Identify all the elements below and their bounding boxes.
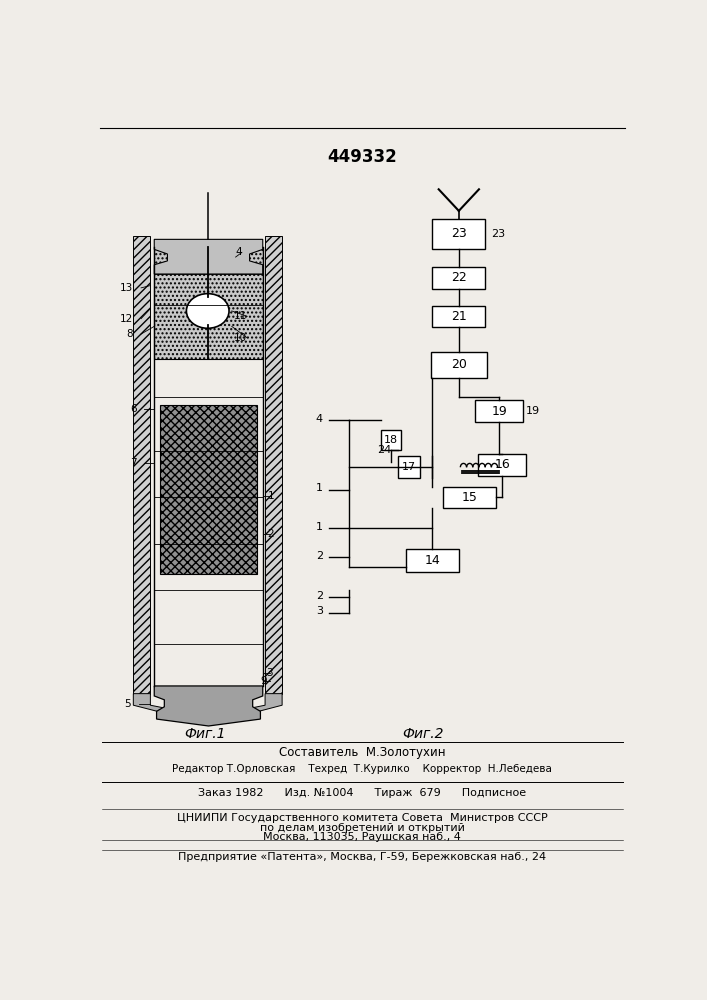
Text: 2: 2 xyxy=(316,551,323,561)
Text: 21: 21 xyxy=(451,310,467,323)
Text: по делам изобретений и открытий: по делам изобретений и открытий xyxy=(259,823,464,833)
Polygon shape xyxy=(433,306,485,327)
Text: 1: 1 xyxy=(316,522,323,532)
Text: 1: 1 xyxy=(316,483,323,493)
Polygon shape xyxy=(398,456,420,478)
Text: 22: 22 xyxy=(451,271,467,284)
Text: Фиг.1: Фиг.1 xyxy=(184,727,226,741)
Polygon shape xyxy=(433,219,485,249)
Text: Предприятие «Патента», Москва, Г-59, Бережковская наб., 24: Предприятие «Патента», Москва, Г-59, Бер… xyxy=(178,852,546,862)
Polygon shape xyxy=(478,454,526,476)
Text: 15: 15 xyxy=(462,491,478,504)
Text: Фиг.2: Фиг.2 xyxy=(402,727,444,741)
Text: 17: 17 xyxy=(402,462,416,472)
Polygon shape xyxy=(154,247,263,359)
Polygon shape xyxy=(406,549,459,572)
Text: 16: 16 xyxy=(494,458,510,471)
Text: 7: 7 xyxy=(130,458,136,468)
Text: 19: 19 xyxy=(526,406,540,416)
Text: 10: 10 xyxy=(234,333,247,343)
Text: 4: 4 xyxy=(315,414,322,424)
Polygon shape xyxy=(134,235,151,694)
Text: 1: 1 xyxy=(268,491,274,501)
Text: Москва, 113035, Раушская наб., 4: Москва, 113035, Раушская наб., 4 xyxy=(263,832,461,842)
Text: 3: 3 xyxy=(267,668,273,678)
Text: 13: 13 xyxy=(120,283,134,293)
Polygon shape xyxy=(443,487,496,508)
Text: 18: 18 xyxy=(384,435,398,445)
Text: 24: 24 xyxy=(377,445,391,455)
Text: 6: 6 xyxy=(130,404,136,414)
Text: 19: 19 xyxy=(491,405,507,418)
Text: 9: 9 xyxy=(260,676,267,686)
Polygon shape xyxy=(433,267,485,289)
Text: 14: 14 xyxy=(425,554,440,567)
Text: 2: 2 xyxy=(316,591,323,601)
Text: ЦНИИПИ Государственного комитета Совета  Министров СССР: ЦНИИПИ Государственного комитета Совета … xyxy=(177,813,547,823)
Polygon shape xyxy=(154,239,263,274)
Text: 20: 20 xyxy=(451,358,467,371)
Polygon shape xyxy=(265,235,282,694)
Text: 12: 12 xyxy=(120,314,134,324)
Text: 23: 23 xyxy=(491,229,506,239)
Text: 2: 2 xyxy=(268,529,274,539)
Text: 23: 23 xyxy=(451,227,467,240)
Polygon shape xyxy=(160,405,257,574)
Polygon shape xyxy=(154,686,263,726)
Polygon shape xyxy=(134,694,282,724)
Text: 449332: 449332 xyxy=(327,148,397,166)
Text: Составитель  М.Золотухин: Составитель М.Золотухин xyxy=(279,746,445,759)
Text: 4: 4 xyxy=(235,247,242,257)
Text: Редактор Т.Орловская    Техред  Т.Курилко    Корректор  Н.Лебедева: Редактор Т.Орловская Техред Т.Курилко Ко… xyxy=(172,764,552,774)
Text: 5: 5 xyxy=(124,699,131,709)
Polygon shape xyxy=(380,430,401,450)
Text: 11: 11 xyxy=(234,311,247,321)
Polygon shape xyxy=(475,400,523,422)
Polygon shape xyxy=(431,352,486,378)
Text: Заказ 1982      Изд. №1004      Тираж  679      Подписное: Заказ 1982 Изд. №1004 Тираж 679 Подписно… xyxy=(198,788,526,798)
Text: 8: 8 xyxy=(127,329,134,339)
Text: 3: 3 xyxy=(316,606,323,616)
Ellipse shape xyxy=(187,294,229,328)
